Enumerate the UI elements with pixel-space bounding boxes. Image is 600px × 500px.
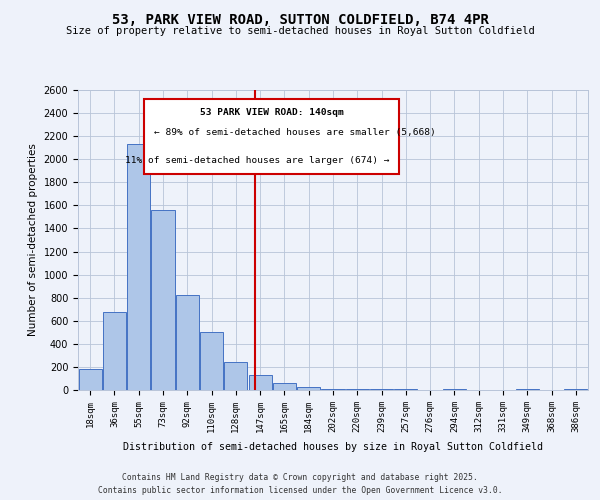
Y-axis label: Number of semi-detached properties: Number of semi-detached properties (28, 144, 38, 336)
Text: 11% of semi-detached houses are larger (674) →: 11% of semi-detached houses are larger (… (125, 156, 389, 165)
Text: 53, PARK VIEW ROAD, SUTTON COLDFIELD, B74 4PR: 53, PARK VIEW ROAD, SUTTON COLDFIELD, B7… (112, 12, 488, 26)
Text: 53 PARK VIEW ROAD: 140sqm: 53 PARK VIEW ROAD: 140sqm (200, 108, 344, 117)
Text: Contains public sector information licensed under the Open Government Licence v3: Contains public sector information licen… (98, 486, 502, 495)
Bar (103, 312, 126, 390)
Bar (127, 144, 150, 390)
Text: Size of property relative to semi-detached houses in Royal Sutton Coldfield: Size of property relative to semi-detach… (65, 26, 535, 36)
Bar (322, 389, 344, 390)
Bar (200, 332, 223, 390)
Text: Distribution of semi-detached houses by size in Royal Sutton Coldfield: Distribution of semi-detached houses by … (123, 442, 543, 452)
Text: Contains HM Land Registry data © Crown copyright and database right 2025.: Contains HM Land Registry data © Crown c… (122, 472, 478, 482)
Text: ← 89% of semi-detached houses are smaller (5,668): ← 89% of semi-detached houses are smalle… (155, 128, 436, 137)
Bar (176, 296, 199, 390)
Bar (79, 369, 101, 390)
Bar (297, 386, 320, 390)
Bar (151, 210, 175, 390)
FancyBboxPatch shape (145, 99, 400, 174)
Bar (273, 383, 296, 390)
Bar (224, 362, 247, 390)
Bar (248, 375, 272, 390)
